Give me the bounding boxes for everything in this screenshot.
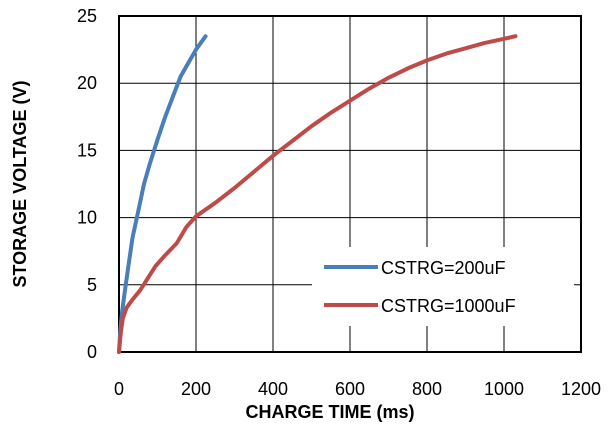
y-tick-label: 10 xyxy=(77,208,97,228)
legend: CSTRG=200uF CSTRG=1000uF xyxy=(312,247,574,326)
x-tick-label: 200 xyxy=(181,379,211,399)
plot-area-frame xyxy=(118,15,582,353)
x-tick-labels: 0 200 400 600 800 1000 1200 xyxy=(114,379,601,399)
y-tick-labels: 0 5 10 15 20 25 xyxy=(77,6,97,362)
legend-label-1000uf: CSTRG=1000uF xyxy=(381,296,516,316)
y-tick-label: 20 xyxy=(77,73,97,93)
series-line-1000uf xyxy=(117,34,518,354)
series-line-200uf xyxy=(117,34,208,354)
legend-box xyxy=(312,247,574,326)
x-tick-label: 600 xyxy=(335,379,365,399)
y-tick-label: 0 xyxy=(87,342,97,362)
x-tick-label: 800 xyxy=(412,379,442,399)
x-tick-label: 400 xyxy=(258,379,288,399)
y-tick-label: 15 xyxy=(77,140,97,160)
y-axis-title: STORAGE VOLTAGE (V) xyxy=(10,80,30,287)
x-tick-label: 0 xyxy=(114,379,124,399)
y-tick-label: 25 xyxy=(77,6,97,26)
series-group xyxy=(117,34,518,354)
y-tick-label: 5 xyxy=(87,275,97,295)
x-tick-label: 1200 xyxy=(561,379,601,399)
x-axis-title: CHARGE TIME (ms) xyxy=(245,402,414,422)
x-tick-label: 1000 xyxy=(484,379,524,399)
legend-label-200uf: CSTRG=200uF xyxy=(381,258,506,278)
